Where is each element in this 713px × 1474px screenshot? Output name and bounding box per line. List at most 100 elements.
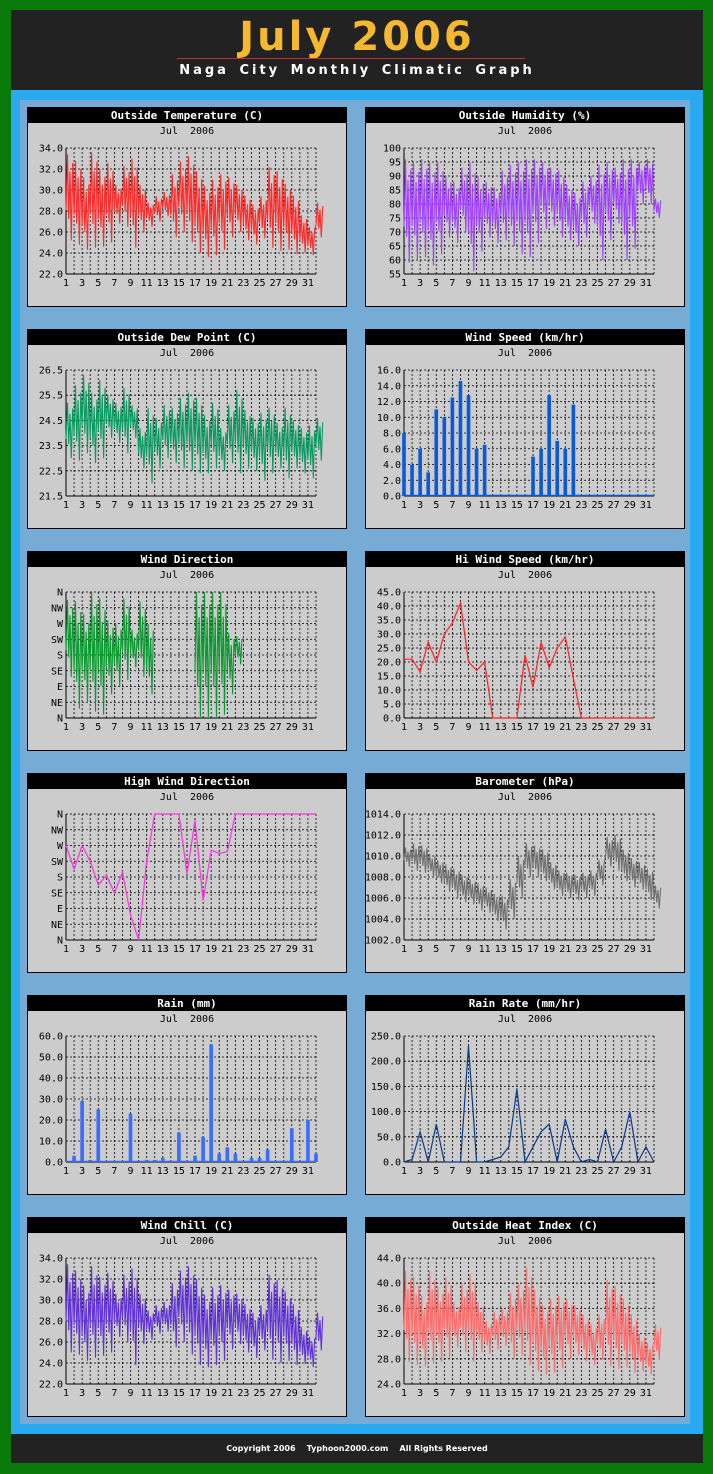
x-tick-label: 9 xyxy=(466,722,472,733)
chart-rain-rate-mm-hr: Rain Rate (mm/hr) Jul 2006 0.0 50.0 100.0 150… xyxy=(365,995,685,1195)
chart-plot: 0.010.020.030.040.050.060.01 3 5 7 9 11 13 15 17… xyxy=(39,1032,318,1177)
x-tick-label: 3 xyxy=(79,1388,85,1399)
bar xyxy=(201,1136,205,1162)
y-tick-label: 22.0 xyxy=(39,270,63,281)
x-tick-label: 29 xyxy=(286,722,298,733)
x-tick-label: 27 xyxy=(270,500,282,511)
chart-subtitle: Jul 2006 xyxy=(159,348,215,359)
bar xyxy=(571,404,576,496)
x-tick-label: 21 xyxy=(559,278,571,289)
x-tick-label: 5 xyxy=(433,278,439,289)
page-frame: July 2006 Naga City Monthly Climatic Gra… xyxy=(11,10,703,1463)
y-tick-label: 60 xyxy=(389,256,401,267)
x-tick-label: 13 xyxy=(495,500,507,511)
chart-wind-chill-c: Wind Chill (C) Jul 2006 22.0 24.0 26.0 28.0 30… xyxy=(27,1217,347,1417)
y-tick-label: 20.0 xyxy=(39,1116,63,1127)
y-tick-label: 28.0 xyxy=(39,1317,63,1328)
series-line xyxy=(404,600,654,719)
x-tick-label: 25 xyxy=(592,1388,604,1399)
x-tick-label: 11 xyxy=(141,944,153,955)
x-tick-label: 7 xyxy=(111,500,117,511)
y-tick-label: 22.0 xyxy=(39,1380,63,1391)
x-tick-label: 3 xyxy=(417,500,423,511)
chart-plot: 22.024.026.028.030.032.034.01 3 5 7 9 11 13 15 1… xyxy=(39,144,324,289)
y-tick-label: 200.0 xyxy=(371,1057,401,1068)
y-tick-label: 250.0 xyxy=(371,1032,401,1043)
y-tick-label: 0.0 xyxy=(383,1158,401,1169)
y-tick-label: W xyxy=(57,841,64,852)
x-tick-label: 13 xyxy=(157,1388,169,1399)
series-line xyxy=(403,834,662,930)
x-tick-label: 11 xyxy=(141,722,153,733)
x-tick-label: 3 xyxy=(417,1388,423,1399)
y-tick-label: 20.0 xyxy=(377,658,401,669)
y-tick-label: S xyxy=(57,651,63,662)
chart-subtitle: Jul 2006 xyxy=(497,1236,553,1247)
chart-subtitle: Jul 2006 xyxy=(497,792,553,803)
x-tick-label: 31 xyxy=(640,944,652,955)
x-tick-label: 17 xyxy=(527,1388,539,1399)
y-tick-label: 12.0 xyxy=(377,397,401,408)
x-tick-label: 31 xyxy=(302,944,314,955)
x-tick-label: 3 xyxy=(417,1166,423,1177)
x-tick-label: 31 xyxy=(302,278,314,289)
charts-grid: Outside Temperature (C) Jul 2006 22.0 24.0 2… xyxy=(20,100,690,1424)
bar xyxy=(402,433,406,496)
y-tick-label: 1010.0 xyxy=(366,852,401,863)
x-tick-label: 21 xyxy=(559,944,571,955)
bar xyxy=(289,1128,294,1162)
y-tick-label: 26.0 xyxy=(39,228,63,239)
chart-title: High Wind Direction xyxy=(28,774,346,789)
x-tick-label: 25 xyxy=(592,500,604,511)
x-tick-label: 19 xyxy=(205,722,217,733)
chart-wind-direction: Wind Direction Jul 2006 N NE E SE S SW W NW N 1 3 5 7 9… xyxy=(27,551,347,751)
chart-outside-dew-point-c: Outside Dew Point (C) Jul 2006 21.5 22.5 23.… xyxy=(27,329,347,529)
x-tick-label: 23 xyxy=(237,1166,249,1177)
chart-title: Outside Heat Index (C) xyxy=(366,1218,684,1233)
bar xyxy=(249,1157,254,1162)
bar xyxy=(466,395,471,496)
x-tick-label: 19 xyxy=(543,722,555,733)
title-divider xyxy=(177,58,525,59)
bar xyxy=(539,448,543,496)
x-tick-label: 13 xyxy=(495,1388,507,1399)
y-tick-label: 32.0 xyxy=(39,1275,63,1286)
x-tick-label: 3 xyxy=(79,278,85,289)
bar xyxy=(458,381,463,496)
y-tick-label: 100.0 xyxy=(371,1107,401,1118)
chart-subtitle: Jul 2006 xyxy=(159,1236,215,1247)
x-tick-label: 21 xyxy=(221,944,233,955)
x-tick-label: 11 xyxy=(479,1166,491,1177)
x-tick-label: 11 xyxy=(141,500,153,511)
y-tick-label: 24.0 xyxy=(39,249,63,260)
x-tick-label: 23 xyxy=(237,944,249,955)
chart-subtitle: Jul 2006 xyxy=(497,126,553,137)
y-tick-label: 34.0 xyxy=(39,1254,63,1265)
x-tick-label: 9 xyxy=(128,722,134,733)
x-tick-label: 31 xyxy=(640,722,652,733)
chart-title: Outside Humidity (%) xyxy=(366,108,684,123)
x-tick-label: 15 xyxy=(511,722,523,733)
x-tick-label: 13 xyxy=(495,278,507,289)
chart-subtitle: Jul 2006 xyxy=(497,570,553,581)
y-tick-label: N xyxy=(57,588,63,599)
chart-barometer-hpa: Barometer (hPa) Jul 2006 1002.0 1004.0 1006.… xyxy=(365,773,685,973)
x-tick-label: 1 xyxy=(63,944,69,955)
x-tick-label: 23 xyxy=(575,722,587,733)
x-tick-label: 19 xyxy=(543,1388,555,1399)
x-tick-label: 7 xyxy=(111,944,117,955)
chart-title: Wind Direction xyxy=(28,552,346,567)
x-tick-label: 9 xyxy=(466,1388,472,1399)
x-tick-label: 23 xyxy=(575,1166,587,1177)
x-tick-label: 31 xyxy=(302,1388,314,1399)
x-tick-label: 21 xyxy=(559,1166,571,1177)
y-tick-label: 30.0 xyxy=(377,630,401,641)
y-tick-label: 15.0 xyxy=(377,672,401,683)
y-tick-label: E xyxy=(57,682,63,693)
y-tick-label: 1002.0 xyxy=(366,936,401,947)
bar xyxy=(555,440,560,496)
y-tick-label: 32.0 xyxy=(377,1329,401,1340)
y-tick-label: 10.0 xyxy=(377,413,401,424)
y-tick-label: 28.0 xyxy=(39,207,63,218)
